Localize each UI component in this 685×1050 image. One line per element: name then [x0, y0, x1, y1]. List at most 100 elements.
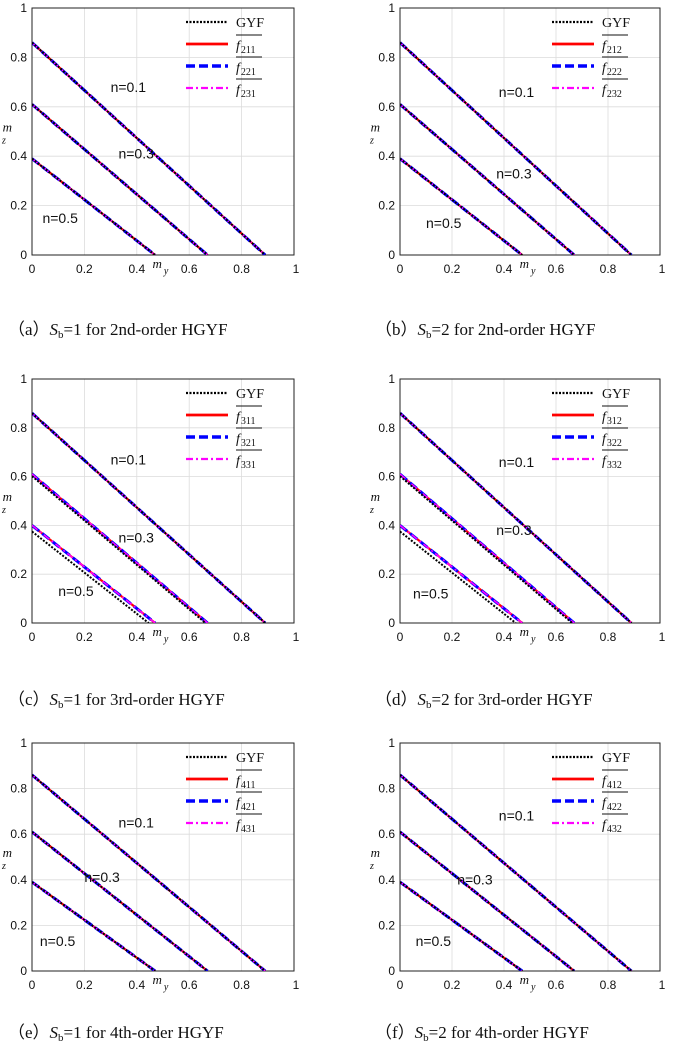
- series-line-n-0.5-dotted: [400, 881, 523, 971]
- plot-frame: [399, 742, 661, 972]
- x-tick-label: 1: [659, 630, 666, 644]
- x-tick-label: 0.6: [548, 630, 565, 644]
- annotation-label: n=0.5: [426, 215, 462, 231]
- series-line-n-0.5-dashdot: [32, 524, 156, 623]
- legend-label: f321: [236, 432, 256, 449]
- series-line-n-0.3-dotted: [32, 831, 209, 971]
- x-tick-label: 0: [29, 978, 36, 992]
- caption-rest: =1 for 2nd-order HGYF: [64, 320, 228, 339]
- legend-label: f322: [602, 432, 622, 449]
- legend-label-sub: 321: [241, 438, 256, 449]
- y-tick-label: 1: [388, 736, 395, 750]
- y-tick-label: 0.6: [10, 100, 27, 114]
- y-tick-label: 0.4: [10, 518, 27, 532]
- legend-label-base: f: [602, 83, 608, 98]
- legend-label-sub: 222: [607, 67, 622, 78]
- annotation-label: n=0.3: [118, 146, 154, 162]
- legend-label-base: f: [602, 61, 608, 76]
- annotation-label: n=0.5: [42, 210, 78, 226]
- y-tick-label: 1: [388, 372, 395, 386]
- legend-label: f211: [236, 39, 256, 56]
- y-axis-label-base: m: [371, 120, 380, 135]
- x-tick-label: 0.2: [76, 262, 93, 276]
- series-line-n-0.1-dotted: [400, 774, 633, 971]
- legend-label-sub: 211: [241, 45, 256, 56]
- legend-label: GYF: [236, 16, 264, 31]
- caption-prefix: （e）: [8, 1023, 50, 1042]
- legend-label-base: f: [236, 61, 242, 76]
- plot-frame: [31, 742, 295, 972]
- caption-symbol: S: [415, 1023, 424, 1042]
- caption-rest: =2 for 3rd-order HGYF: [432, 690, 593, 709]
- legend-label-sub: 311: [241, 416, 256, 427]
- legend-label-base: f: [602, 818, 608, 833]
- series-line-n-0.1-dashdot: [400, 41, 632, 255]
- x-tick-label: 0.6: [181, 978, 198, 992]
- series-line-n-0.3-dashdot: [400, 473, 575, 623]
- legend-label: f312: [602, 410, 622, 427]
- plot-frame: [399, 7, 661, 256]
- x-axis-label-sub: y: [163, 982, 169, 993]
- x-tick-label: 0.8: [233, 262, 250, 276]
- x-axis-label-base: m: [520, 256, 529, 271]
- x-tick-label: 0.4: [128, 262, 145, 276]
- legend-label-sub: 422: [607, 802, 622, 813]
- legend-label: GYF: [602, 751, 630, 766]
- y-tick-label: 0.6: [378, 470, 395, 484]
- y-tick-label: 0.8: [378, 50, 395, 64]
- x-tick-label: 0.6: [548, 978, 565, 992]
- annotation-label: n=0.1: [499, 808, 535, 824]
- legend-label-base: f: [236, 774, 242, 789]
- caption: （b）Sb=2 for 2nd-order HGYF: [375, 320, 595, 341]
- series-group: [400, 773, 633, 971]
- legend-label-base: f: [602, 796, 608, 811]
- series-line-n-0.5-dotted: [32, 157, 156, 255]
- annotation-label: n=0.1: [499, 454, 535, 470]
- legend-label-base: f: [602, 454, 608, 469]
- series-line-n-0.1-dotted: [32, 41, 266, 255]
- legend-label: f221: [236, 61, 256, 78]
- x-axis-label: my: [520, 256, 536, 277]
- x-tick-label: 1: [659, 978, 666, 992]
- x-axis-label-sub: y: [530, 634, 536, 645]
- y-tick-label: 0: [20, 248, 27, 262]
- legend-label: GYF: [602, 16, 630, 31]
- y-tick-label: 0: [20, 964, 27, 978]
- caption: （d）Sb=2 for 3rd-order HGYF: [375, 690, 593, 711]
- legend-label-base: f: [602, 774, 608, 789]
- x-tick-label: 0.4: [496, 978, 513, 992]
- annotation-label: n=0.3: [496, 165, 532, 181]
- series-line-n-0.5-dotted: [32, 530, 150, 623]
- legend-label-sub: 432: [607, 824, 622, 835]
- legend-label-sub: 431: [241, 824, 256, 835]
- caption-subscript: b: [426, 329, 432, 341]
- x-axis-label: my: [153, 624, 169, 645]
- annotation-label: n=0.3: [84, 869, 120, 885]
- y-axis-label-base: m: [371, 489, 380, 504]
- legend-label: f222: [602, 61, 622, 78]
- y-tick-label: 0.4: [10, 873, 27, 887]
- annotation-label: n=0.1: [499, 84, 535, 100]
- annotation-label: n=0.3: [118, 529, 154, 545]
- series-line-n-0.5-dotted: [400, 530, 517, 623]
- x-tick-label: 1: [293, 262, 300, 276]
- x-axis-label-base: m: [520, 972, 529, 987]
- y-tick-label: 0: [388, 248, 395, 262]
- series-line-n-0.5-dashdot: [400, 524, 523, 623]
- x-tick-label: 0.4: [128, 978, 145, 992]
- legend-label-sub: 412: [607, 780, 622, 791]
- series-line-n-0.5-dotted: [400, 157, 523, 255]
- caption-subscript: b: [58, 329, 64, 341]
- caption-symbol: S: [418, 320, 427, 339]
- y-axis-label-sub: z: [1, 136, 6, 147]
- x-tick-label: 0.8: [600, 262, 617, 276]
- x-axis-label-sub: y: [530, 266, 536, 277]
- series-group: [400, 41, 633, 255]
